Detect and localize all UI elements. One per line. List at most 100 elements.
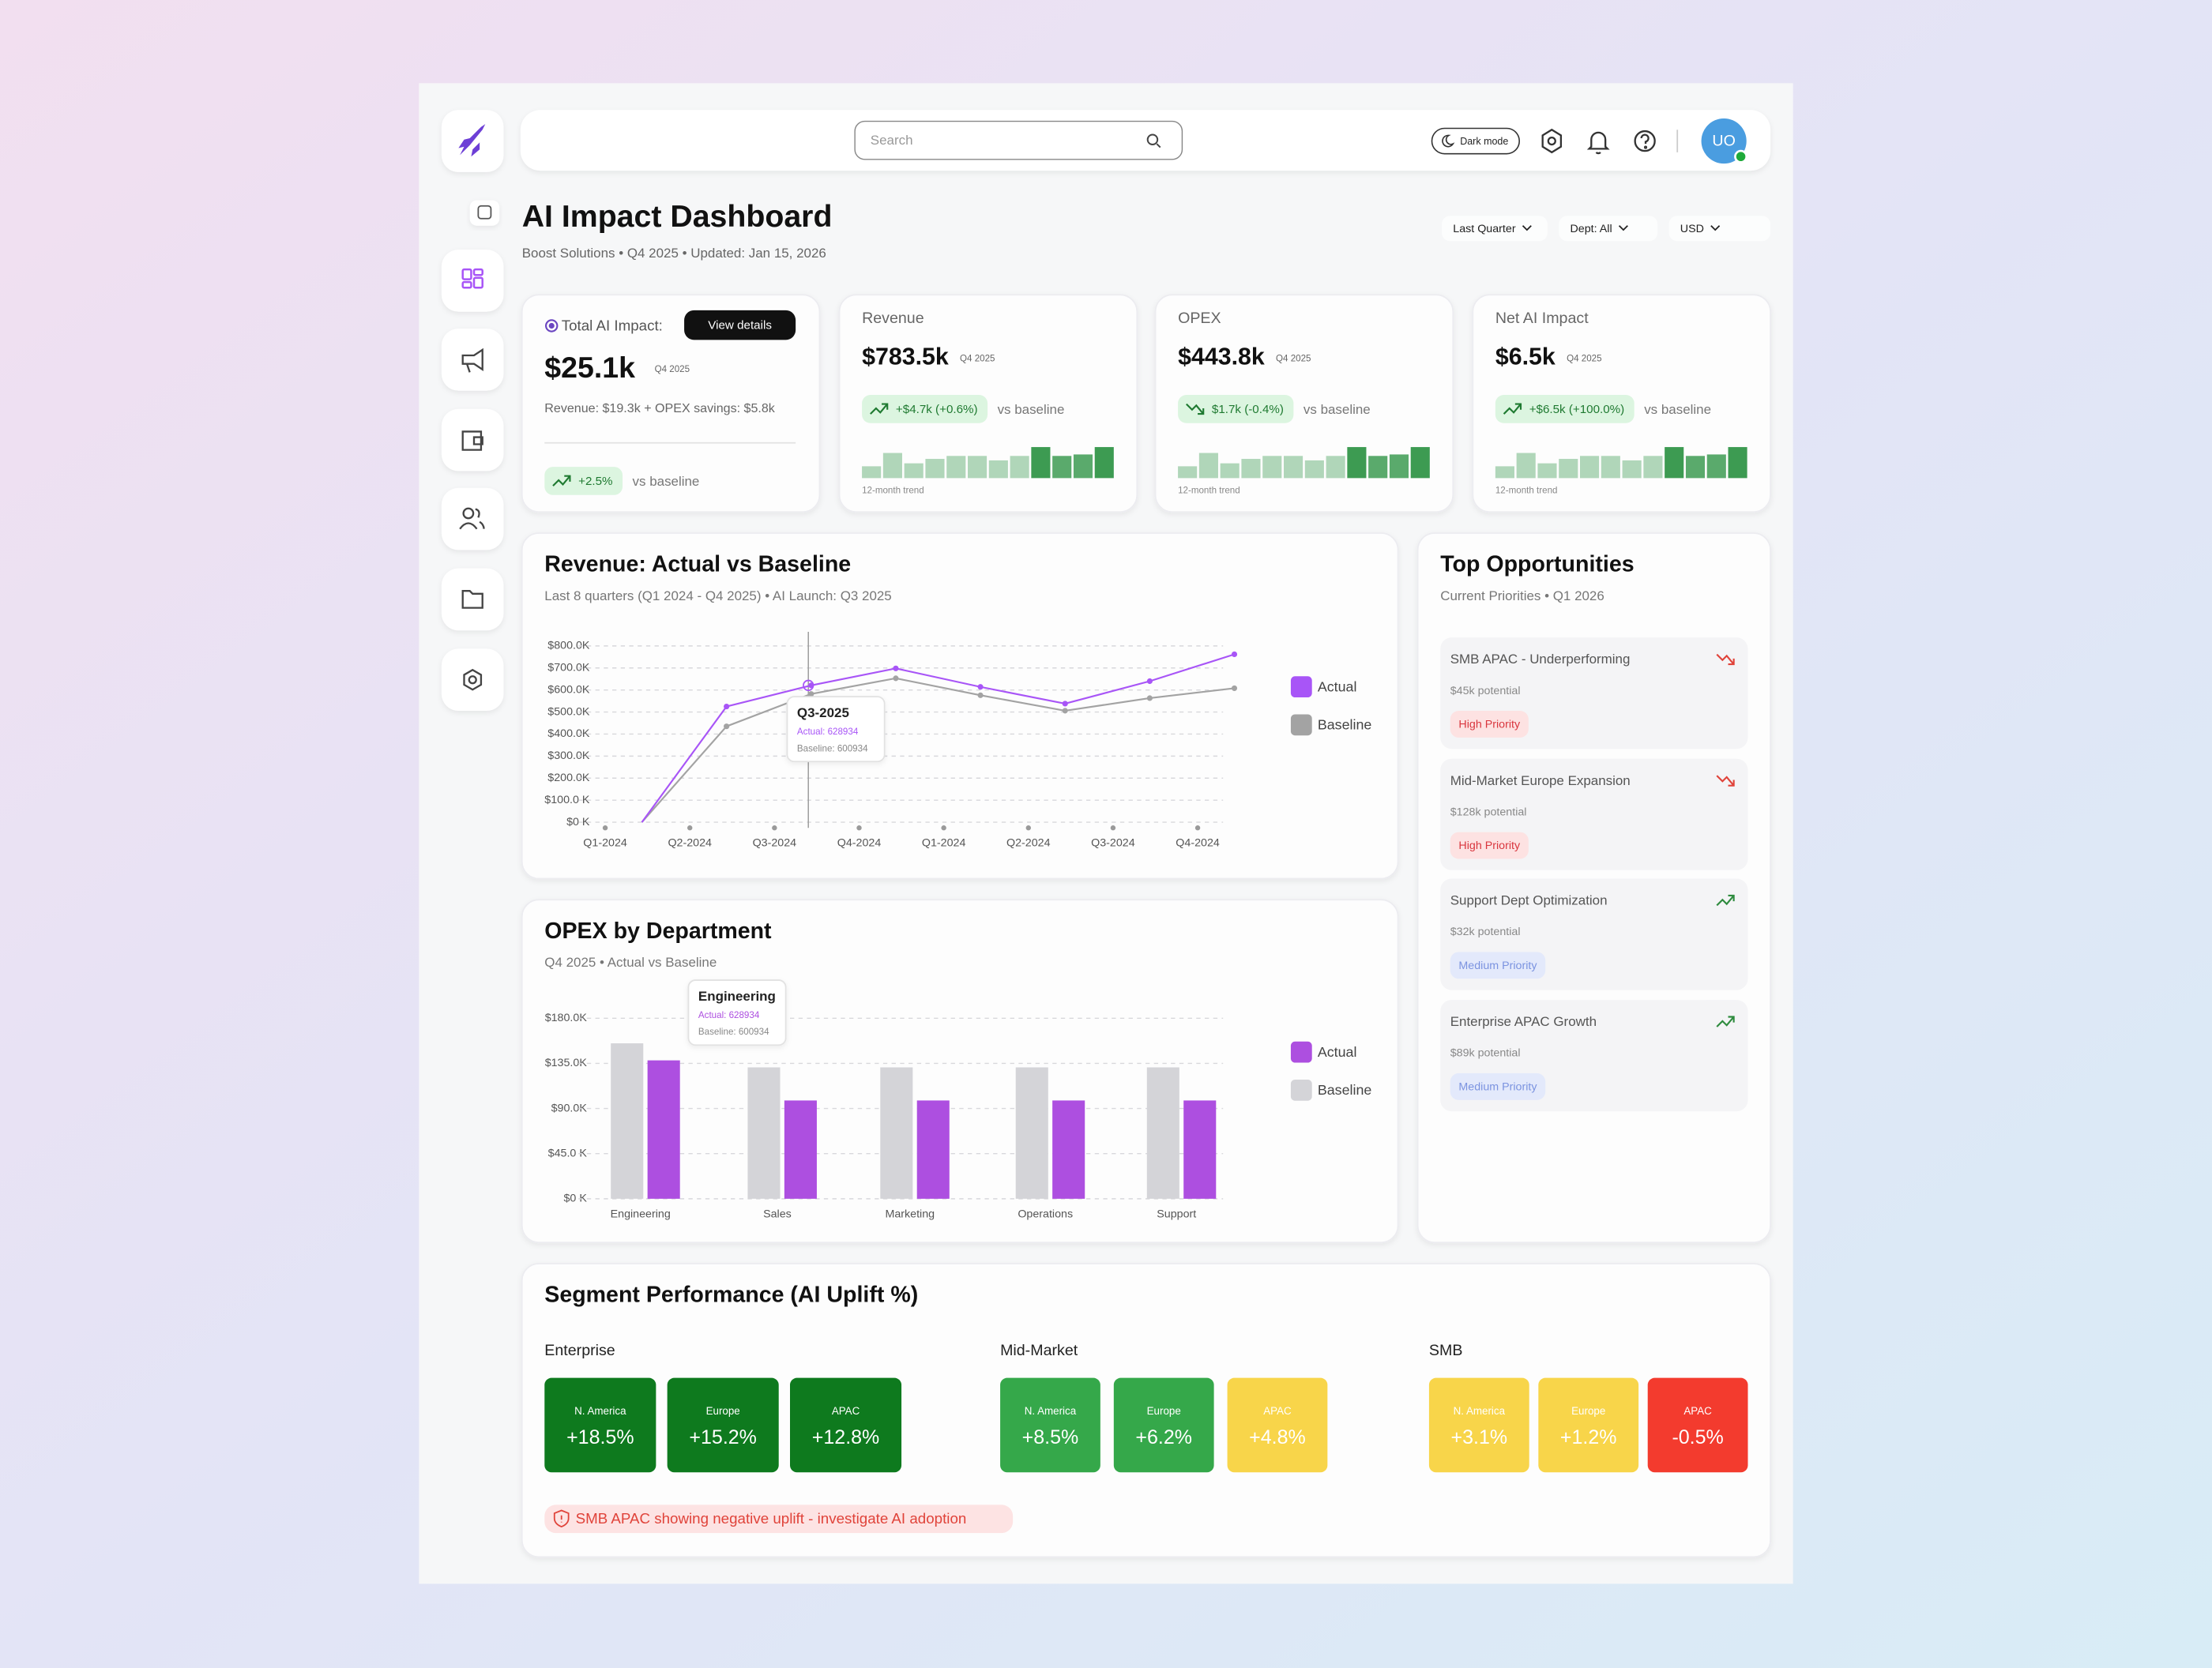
change-arrow: [552, 475, 571, 486]
segment-tile[interactable]: [544, 1377, 656, 1473]
series-point: [808, 691, 814, 697]
search-icon: [1146, 133, 1161, 148]
trend-bar: [1241, 459, 1261, 479]
segment-tile[interactable]: [1000, 1377, 1100, 1473]
avatar-initials: UO: [1712, 133, 1735, 150]
trend-bar: [1728, 447, 1747, 479]
filter-dropdown[interactable]: [1559, 216, 1658, 242]
trend-bar: [925, 459, 945, 479]
bar: [1183, 1100, 1217, 1199]
segment-tile[interactable]: [1428, 1377, 1529, 1473]
segment-region: Europe: [1571, 1405, 1605, 1417]
change-badge: [1178, 395, 1294, 423]
filter-dropdown[interactable]: [1668, 216, 1771, 242]
legend-swatch: [1290, 1041, 1312, 1063]
trend-bar: [1643, 456, 1663, 479]
search-box[interactable]: [854, 120, 1183, 160]
tooltip: [687, 979, 787, 1046]
notifications-button[interactable]: [1586, 131, 1610, 155]
trend-bar: [1347, 447, 1367, 479]
x-tick: [1194, 825, 1201, 831]
kpi-period: Q4 2025: [1567, 354, 1601, 364]
trend-bar: [1198, 453, 1218, 479]
y-tick-label: $200.0K: [547, 772, 590, 784]
segment-value: +12.8%: [812, 1426, 880, 1448]
summary-label: Total AI Impact:: [562, 317, 663, 333]
chart-card: [521, 532, 1399, 880]
filter-dropdown[interactable]: [1442, 216, 1548, 242]
view-details-button[interactable]: [684, 310, 796, 340]
segment-region: N. America: [1454, 1405, 1506, 1417]
nav-campaigns[interactable]: [441, 329, 504, 391]
change-badge: [544, 467, 623, 495]
priority-pill: [1450, 832, 1529, 859]
nav-files[interactable]: [441, 568, 504, 631]
page-subtitle: Boost Solutions • Q4 2025 • Updated: Jan…: [522, 246, 826, 261]
segment-tile[interactable]: [1113, 1377, 1214, 1473]
segment-value: +4.8%: [1249, 1426, 1306, 1448]
y-tick-label: $800.0K: [547, 640, 590, 652]
settings-button[interactable]: [1541, 128, 1563, 154]
chevron-icon: [1710, 225, 1721, 231]
series-point: [1062, 708, 1068, 714]
x-tick: [687, 825, 693, 831]
y-tick-label: $500.0K: [547, 705, 590, 718]
nav-settings[interactable]: [441, 648, 504, 711]
kpi-label: OPEX: [1178, 310, 1221, 327]
segment-region: N. America: [1025, 1405, 1077, 1417]
help-button[interactable]: [1634, 130, 1656, 152]
priority-label: Medium Priority: [1458, 960, 1537, 972]
segment-group-label: SMB: [1429, 1342, 1463, 1359]
opportunity-potential: $128k potential: [1450, 806, 1527, 818]
y-tick-label: $600.0K: [547, 683, 590, 696]
sidebar-toggle[interactable]: [469, 200, 500, 226]
dark-mode-toggle[interactable]: [1431, 127, 1521, 155]
chart-title: Revenue: Actual vs Baseline: [544, 552, 851, 577]
segment-tile[interactable]: [1647, 1377, 1748, 1473]
bar: [916, 1100, 950, 1199]
opportunity-name: SMB APAC - Underperforming: [1450, 652, 1631, 667]
segment-tile[interactable]: [1227, 1377, 1328, 1473]
segment-value: -0.5%: [1672, 1426, 1723, 1448]
trend-bar: [1665, 447, 1684, 479]
y-tick-label: $100.0 K: [544, 794, 590, 806]
legend-swatch: [1290, 1079, 1312, 1101]
segment-tile[interactable]: [1538, 1377, 1639, 1473]
x-tick-label: Q3-2024: [753, 837, 797, 850]
nav-wallet[interactable]: [441, 408, 504, 471]
trend-bar: [1706, 454, 1726, 479]
nav-dashboard[interactable]: [441, 250, 504, 312]
online-status: [1734, 149, 1748, 163]
segment-region: APAC: [1683, 1405, 1712, 1417]
team-icon: [459, 507, 485, 530]
opportunities-title: Top Opportunities: [1440, 552, 1634, 577]
x-tick-label: Q1-2024: [583, 837, 627, 850]
segment-tile[interactable]: [790, 1377, 902, 1473]
moon-icon: [1442, 134, 1455, 148]
trend-bar: [1368, 456, 1388, 479]
avatar[interactable]: [1701, 118, 1747, 164]
summary-value: $25.1k: [544, 351, 635, 384]
tooltip-baseline: Baseline: 600934: [698, 1027, 769, 1037]
trend-label: 12-month trend: [1495, 485, 1558, 495]
opportunity-trend-icon: [1716, 775, 1735, 787]
segment-tile[interactable]: [667, 1377, 779, 1473]
segment-region: APAC: [1263, 1405, 1292, 1417]
x-tick: [941, 825, 946, 831]
nav-team[interactable]: [441, 487, 504, 550]
change-badge: [1495, 395, 1635, 423]
kpi-period: Q4 2025: [1276, 354, 1311, 364]
series-point: [1062, 701, 1068, 707]
priority-pill: [1450, 711, 1529, 738]
hover-point: [803, 679, 814, 691]
opportunity-trend-icon: [1716, 894, 1735, 907]
opportunity-trend-icon: [1716, 1016, 1735, 1027]
series-point: [977, 692, 984, 698]
segments-title: Segment Performance (AI Uplift %): [544, 1283, 918, 1308]
y-tick-label: $0 K: [566, 816, 590, 828]
bar: [784, 1100, 817, 1199]
series-point: [1231, 651, 1238, 658]
series-point: [1231, 685, 1238, 691]
trend-label: 12-month trend: [1178, 485, 1240, 495]
